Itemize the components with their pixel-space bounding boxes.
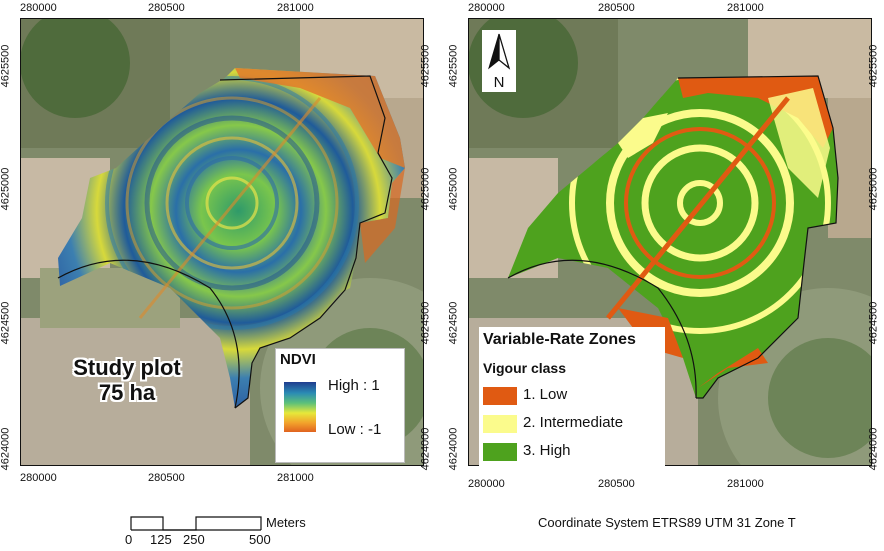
scale-label: 250 [183, 532, 205, 547]
scale-label: 500 [249, 532, 271, 547]
legend-label: 1. Low [523, 386, 568, 403]
y-tick-label: 4625500 [419, 44, 432, 88]
y-tick-label: 4625500 [0, 44, 12, 88]
north-label: N [493, 74, 505, 91]
y-tick-label: 4625000 [0, 167, 12, 211]
north-arrow: N [482, 30, 516, 92]
y-tick-label: 4624500 [0, 301, 12, 345]
scale-label: 0 [125, 532, 133, 547]
scale-unit: Meters [266, 515, 306, 530]
x-tick-label: 281000 [277, 472, 314, 484]
x-tick-label: 281000 [727, 478, 764, 490]
north-arrow-icon [488, 33, 511, 70]
study-plot-name: Study plot [73, 355, 181, 380]
y-tick-label: 4624000 [0, 427, 12, 471]
ndvi-color-ramp [284, 382, 316, 432]
zones-legend-subtitle: Vigour class [483, 360, 567, 376]
ndvi-legend-title: NDVI [280, 351, 316, 368]
legend-swatch-intermediate [483, 415, 517, 433]
x-tick-label: 281000 [727, 2, 764, 14]
legend-item: 3. High [483, 441, 663, 463]
zones-legend-title: Variable-Rate Zones [483, 331, 636, 348]
y-tick-label: 4624000 [867, 427, 880, 471]
study-plot-area: 75 ha [98, 380, 156, 405]
y-tick-label: 4624500 [419, 301, 432, 345]
y-tick-label: 4624000 [447, 427, 460, 471]
y-tick-label: 4625000 [419, 167, 432, 211]
scale-label: 125 [150, 532, 172, 547]
ndvi-legend: NDVI High : 1 Low : -1 [275, 348, 405, 463]
scale-bar: Meters 0 125 250 500 [125, 515, 306, 547]
y-tick-label: 4625500 [447, 44, 460, 88]
y-tick-label: 4625000 [867, 167, 880, 211]
x-tick-label: 280500 [598, 2, 635, 14]
zones-map-image [468, 18, 872, 466]
x-tick-label: 280000 [468, 478, 505, 490]
x-tick-label: 280000 [20, 472, 57, 484]
x-tick-label: 280500 [598, 478, 635, 490]
x-tick-label: 280500 [148, 472, 185, 484]
legend-label: 2. Intermediate [523, 414, 624, 431]
y-tick-label: 4625000 [447, 167, 460, 211]
zones-map-panel [468, 18, 872, 466]
legend-item: 2. Intermediate [483, 413, 663, 435]
y-tick-label: 4625500 [867, 44, 880, 88]
coordinate-system-note: Coordinate System ETRS89 UTM 31 Zone T [538, 515, 796, 530]
scale-bar-graphic [130, 516, 262, 531]
x-tick-label: 281000 [277, 2, 314, 14]
legend-swatch-low [483, 387, 517, 405]
legend-label: 3. High [523, 442, 571, 459]
legend-item: 1. Low [483, 385, 663, 407]
x-tick-label: 280500 [148, 2, 185, 14]
ndvi-legend-high: High : 1 [328, 377, 380, 394]
legend-swatch-high [483, 443, 517, 461]
vigour-zones-legend: Variable-Rate Zones Vigour class 1. Low … [479, 327, 665, 467]
x-tick-label: 280000 [20, 2, 57, 14]
x-tick-label: 280000 [468, 2, 505, 14]
y-tick-label: 4624500 [867, 301, 880, 345]
y-tick-label: 4624000 [419, 427, 432, 471]
ndvi-legend-low: Low : -1 [328, 421, 382, 438]
y-tick-label: 4624500 [447, 301, 460, 345]
study-plot-label: Study plot 75 ha [52, 355, 202, 405]
